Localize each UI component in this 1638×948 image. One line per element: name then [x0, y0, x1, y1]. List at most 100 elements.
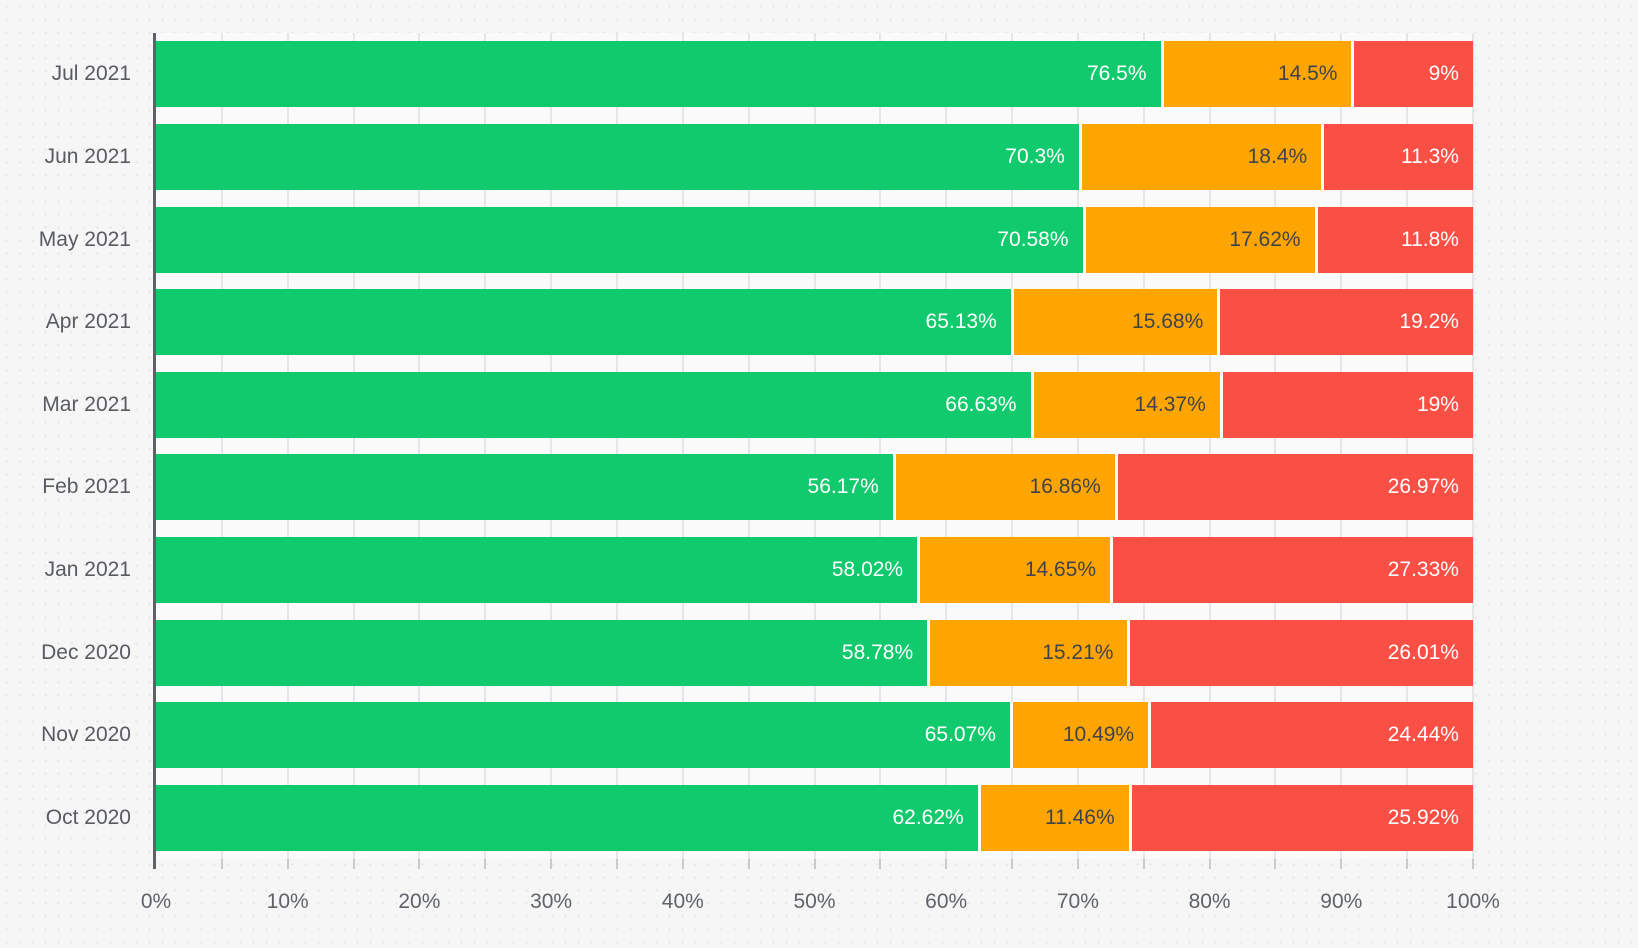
- category-label: Oct 2020: [45, 805, 131, 829]
- bar-row: Feb 2021 56.17% 16.86% 26.97%: [42, 454, 1473, 521]
- category-label: Mar 2021: [42, 392, 131, 416]
- bar-green-segment[interactable]: 58.02%: [156, 536, 921, 603]
- bar-green-segment[interactable]: 56.17%: [156, 454, 896, 521]
- bar-red-segment[interactable]: 25.92%: [1131, 784, 1473, 851]
- bar-orange-segment[interactable]: 14.37%: [1033, 371, 1223, 438]
- bar-value-label: 14.37%: [1134, 392, 1206, 416]
- gridline: [1472, 33, 1474, 859]
- bar-green-segment[interactable]: 65.13%: [156, 289, 1014, 356]
- bar-value-label: 16.86%: [1029, 475, 1101, 499]
- bar-value-label: 15.21%: [1042, 640, 1114, 664]
- bar-row: Oct 2020 62.62% 11.46% 25.92%: [46, 784, 1473, 851]
- bar-value-label: 14.65%: [1024, 557, 1097, 581]
- x-axis-tick: [1406, 859, 1409, 869]
- bar-value-label: 56.17%: [807, 475, 879, 499]
- gridline: [615, 33, 618, 859]
- bar-orange-segment[interactable]: 10.49%: [1012, 702, 1152, 769]
- bar-orange-segment[interactable]: 18.4%: [1081, 123, 1325, 190]
- gridline: [220, 33, 223, 859]
- bar-red-segment[interactable]: 26.01%: [1130, 619, 1473, 686]
- bar-value-label: 10.49%: [1062, 723, 1135, 747]
- bar-row: May 2021 70.58% 17.62% 11.8%: [39, 206, 1473, 273]
- gridline: [484, 33, 487, 859]
- x-tick-label: 100%: [1446, 890, 1500, 913]
- bar-row: Jun 2021 70.3% 18.4% 11.3%: [45, 123, 1473, 190]
- bar-red-segment[interactable]: 19%: [1222, 371, 1473, 438]
- bar-red-segment[interactable]: 19.2%: [1220, 289, 1473, 356]
- bar-value-label: 15.68%: [1132, 310, 1204, 334]
- bar-green-segment[interactable]: 70.58%: [156, 206, 1086, 273]
- bar-value-label: 27.33%: [1387, 557, 1459, 581]
- bar-green-segment[interactable]: 76.5%: [156, 41, 1164, 108]
- x-axis-tick: [484, 859, 487, 869]
- category-label: Dec 2020: [41, 640, 131, 664]
- gridline: [945, 33, 948, 859]
- gridline: [1208, 33, 1211, 859]
- bar-orange-segment[interactable]: 14.5%: [1163, 41, 1355, 108]
- bar-row: Mar 2021 66.63% 14.37% 19%: [42, 371, 1473, 438]
- category-axis-line: [153, 33, 156, 869]
- x-axis-tick: [1274, 859, 1277, 869]
- category-label: Feb 2021: [42, 475, 131, 499]
- bar-orange-segment[interactable]: 14.65%: [920, 536, 1114, 603]
- bar-orange-segment[interactable]: 16.86%: [895, 454, 1118, 521]
- bar-orange-segment[interactable]: 15.21%: [930, 619, 1131, 686]
- category-label: May 2021: [38, 227, 131, 251]
- gridline: [1340, 33, 1343, 859]
- bar-green-segment[interactable]: 62.62%: [156, 784, 981, 851]
- gridline: [1142, 33, 1145, 859]
- bar-red-segment[interactable]: 9%: [1354, 41, 1473, 108]
- bar-value-label: 19%: [1416, 392, 1459, 416]
- bar-value-label: 58.02%: [831, 557, 904, 581]
- bar-red-segment[interactable]: 27.33%: [1113, 536, 1473, 603]
- x-axis-tick: [681, 859, 684, 869]
- x-axis-tick: [1076, 859, 1079, 869]
- bar-orange-segment[interactable]: 11.46%: [980, 784, 1132, 851]
- x-tick-label: 40%: [661, 890, 704, 913]
- gridline: [813, 33, 816, 859]
- bar-value-label: 70.58%: [997, 227, 1069, 251]
- x-axis-tick: [945, 859, 948, 869]
- bar-value-label: 70.3%: [1005, 144, 1065, 168]
- bar-orange-segment[interactable]: 17.62%: [1085, 206, 1318, 273]
- x-axis-tick: [615, 859, 618, 869]
- bar-red-segment[interactable]: 24.44%: [1151, 702, 1473, 769]
- bar-orange-segment[interactable]: 15.68%: [1013, 289, 1221, 356]
- category-label: Jul 2021: [51, 62, 131, 86]
- x-tick-label: 10%: [266, 890, 309, 913]
- category-label: Jun 2021: [44, 144, 131, 168]
- bar-value-label: 26.01%: [1387, 640, 1459, 664]
- bar-green-segment[interactable]: 70.3%: [156, 123, 1082, 190]
- category-label: Jan 2021: [44, 557, 131, 581]
- gridline: [1076, 33, 1079, 859]
- x-tick-label: 90%: [1320, 890, 1363, 913]
- x-axis-tick: [747, 859, 750, 869]
- gridline: [1011, 33, 1014, 859]
- x-axis-tick: [1142, 859, 1145, 869]
- bar-value-label: 17.62%: [1229, 227, 1301, 251]
- bar-green-segment[interactable]: 65.07%: [156, 702, 1013, 769]
- bar-value-label: 18.4%: [1247, 144, 1308, 168]
- x-axis-tick: [1340, 859, 1343, 869]
- bar-red-segment[interactable]: 11.3%: [1324, 123, 1473, 190]
- bar-green-segment[interactable]: 58.78%: [156, 619, 931, 686]
- bar-value-label: 14.5%: [1277, 62, 1338, 86]
- bar-red-segment[interactable]: 11.8%: [1317, 206, 1473, 273]
- x-axis-tick: [813, 859, 816, 869]
- x-tick-label: 20%: [398, 890, 441, 913]
- bar-value-label: 24.44%: [1387, 723, 1459, 747]
- category-label: Apr 2021: [45, 310, 131, 334]
- bar-row: Jul 2021 76.5% 14.5% 9%: [52, 41, 1473, 108]
- plot-area: 0% 10% 20% 30% 40% 50% 60% 70% 80% 90% 100% Jul 202…: [39, 33, 1500, 913]
- gridline: [550, 33, 553, 859]
- gridline: [418, 33, 421, 859]
- bar-green-segment[interactable]: 66.63%: [156, 371, 1034, 438]
- bar-row: Jan 2021 58.02% 14.65% 27.33%: [45, 536, 1473, 603]
- x-axis-tick: [352, 859, 355, 869]
- bar-row: Dec 2020 58.78% 15.21% 26.01%: [41, 619, 1473, 686]
- bar-red-segment[interactable]: 26.97%: [1117, 454, 1473, 521]
- bar-value-label: 19.2%: [1399, 310, 1459, 334]
- bar-value-label: 9%: [1428, 62, 1459, 86]
- gridline: [1406, 33, 1409, 859]
